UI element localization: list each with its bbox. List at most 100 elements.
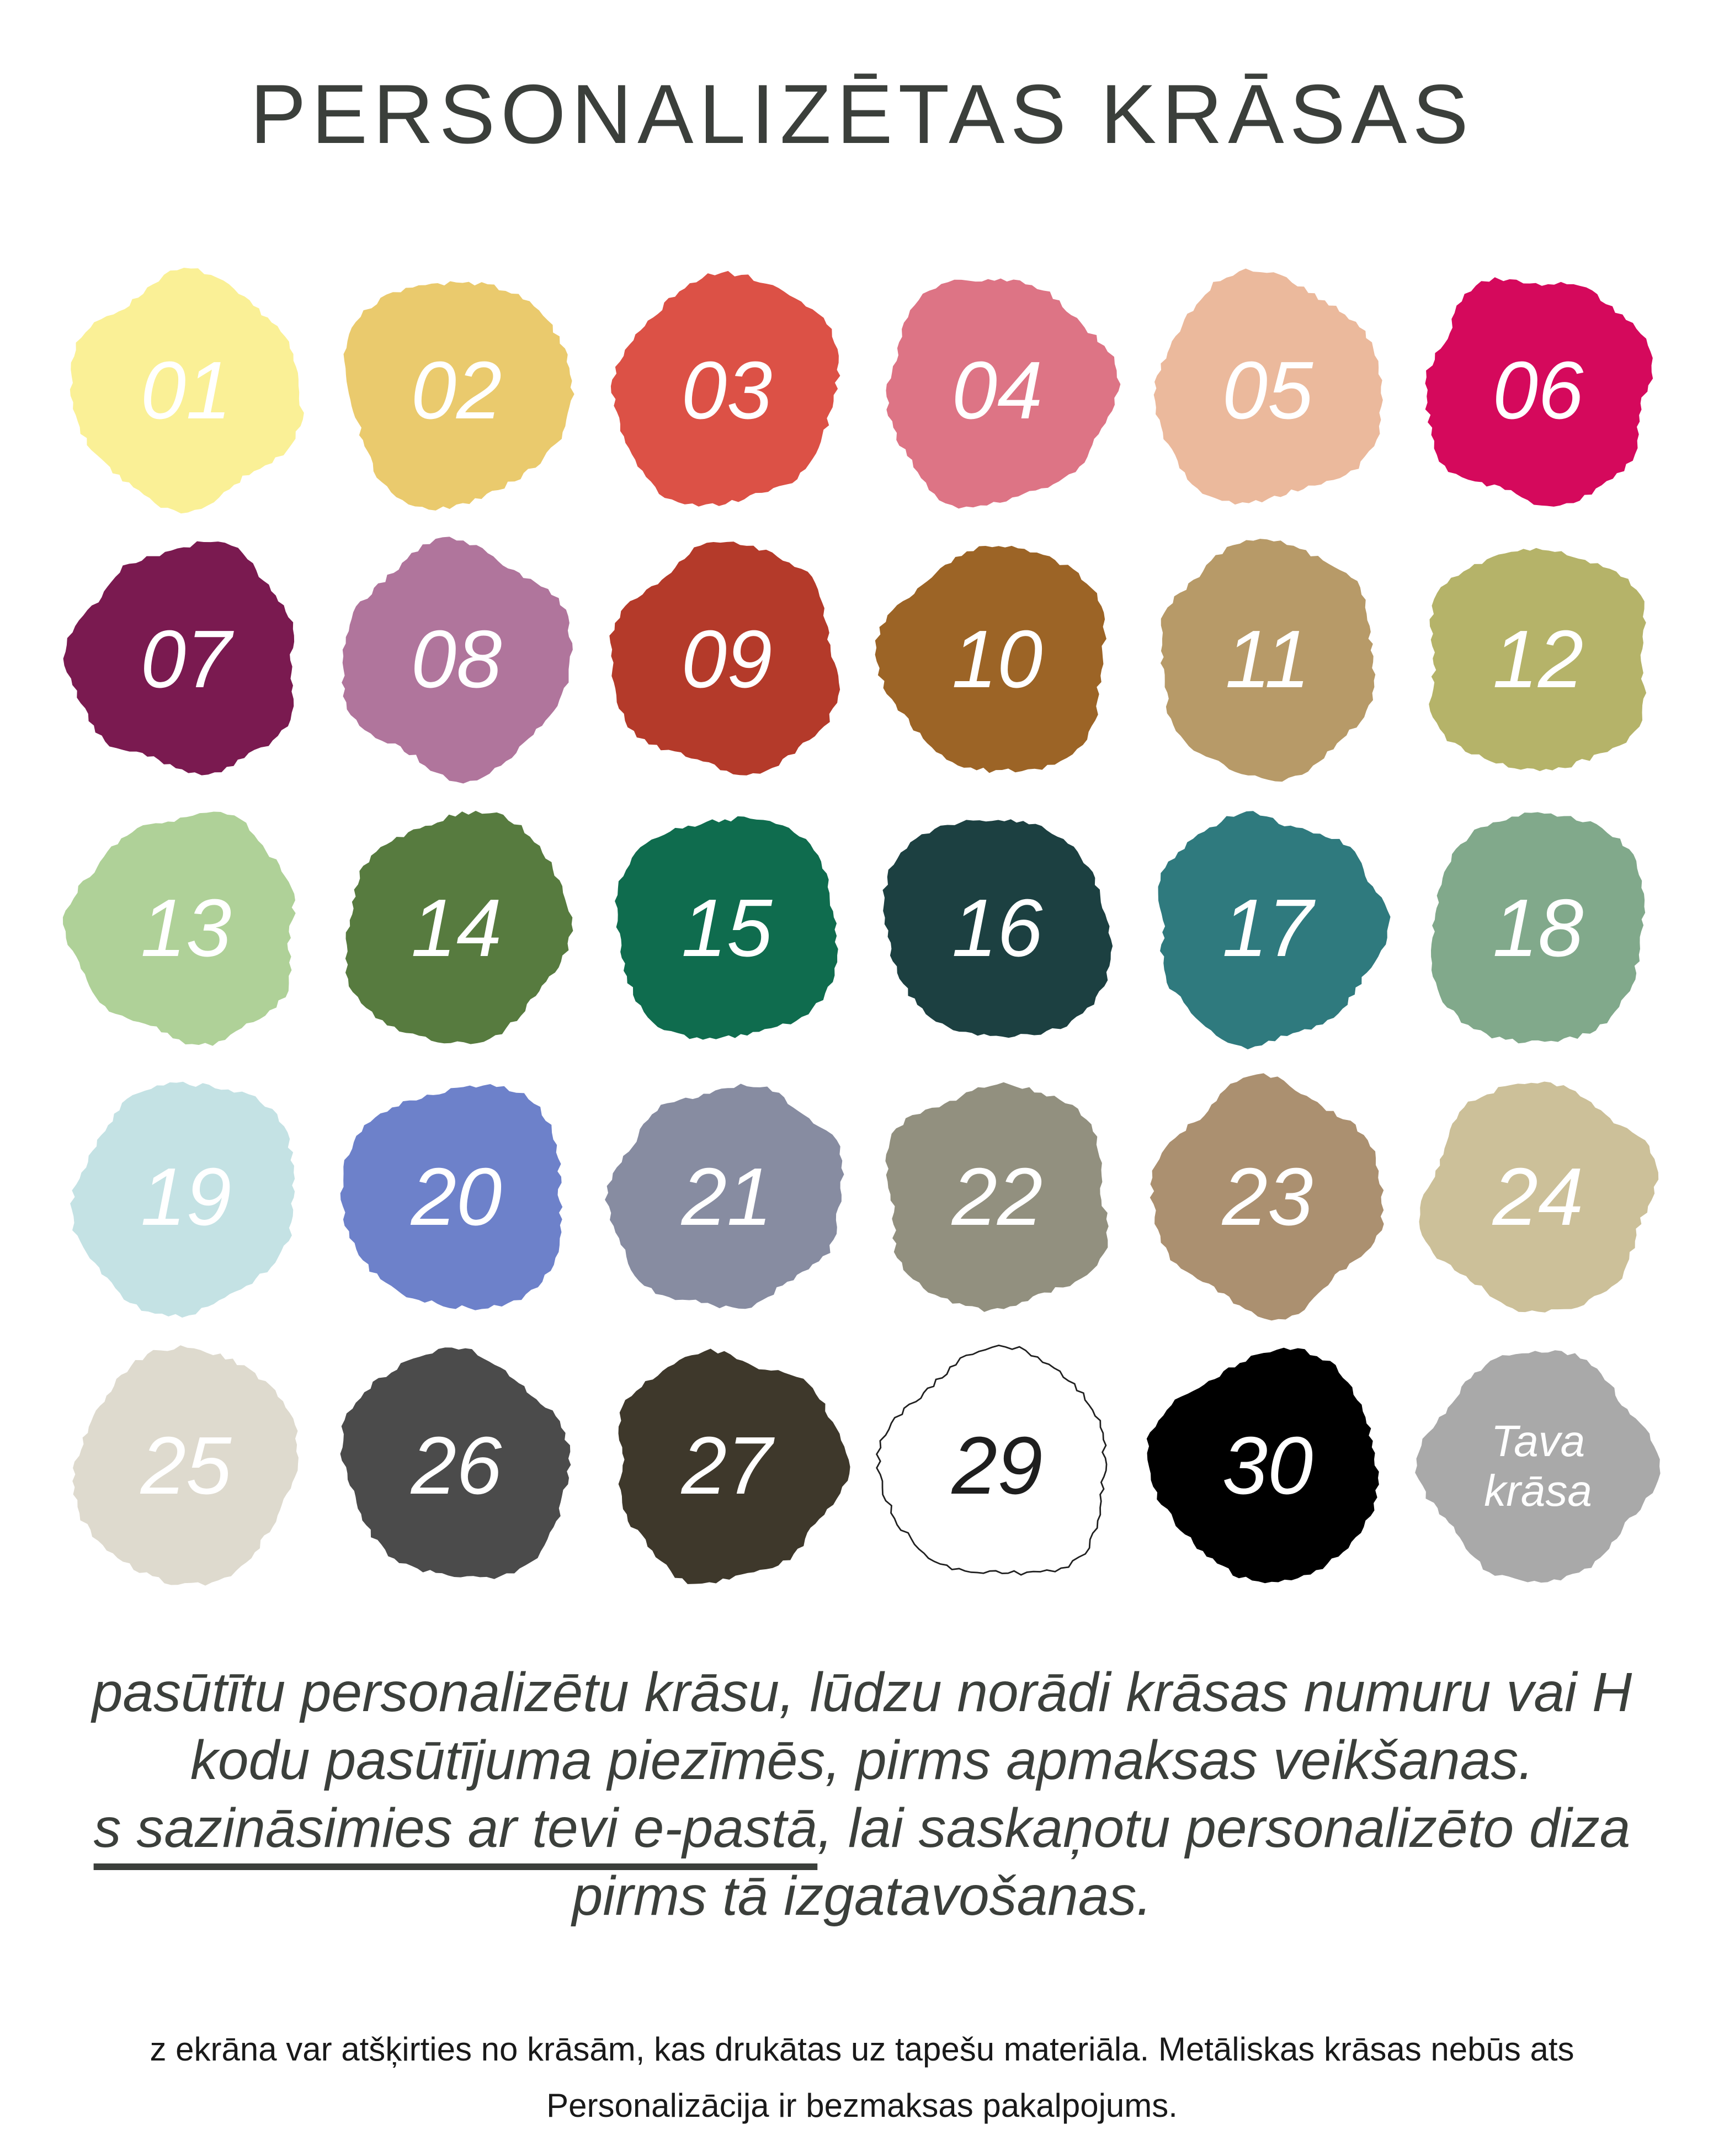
color-swatch-17: 17 [1141,801,1395,1055]
color-swatch-2: 02 [329,264,583,518]
disclaimer-line-1: z ekrāna var atšķirties no krāsām, kas d… [150,2031,1574,2068]
paint-blob [1153,268,1383,505]
swatch-label: 20 [411,1151,502,1243]
swatch-label: 05 [1222,345,1313,437]
color-swatch-18: 18 [1411,801,1665,1055]
color-swatch-13: 13 [59,801,313,1055]
swatch-label: 21 [681,1151,773,1243]
paint-blob [605,1084,844,1309]
color-swatch-21: 21 [600,1070,854,1324]
paint-blob [886,278,1121,509]
paint-blob [615,816,838,1040]
paint-blob [875,545,1106,773]
paint-blob [343,281,574,511]
paint-blob [1158,811,1391,1050]
swatch-label: 04 [951,345,1043,437]
paragraph-line-4: pirms tā izgatavošanas. [572,1865,1152,1927]
swatch-label: 18 [1492,883,1584,974]
swatch-label: 07 [140,614,232,705]
paragraph-line-3: s sazināsimies ar tevi e-pastā, lai sask… [92,1794,1632,1862]
paint-blob [70,268,304,514]
color-swatch-5: 05 [1141,264,1395,518]
color-swatch-4: 04 [870,264,1124,518]
color-swatch-20: 20 [329,1070,583,1324]
swatch-label: 06 [1492,345,1584,437]
paint-blob [1146,1347,1379,1584]
swatch-label: 16 [951,883,1043,974]
color-swatch-12: 12 [1411,533,1665,787]
color-swatch-26: 26 [329,1339,583,1593]
swatch-label: 22 [951,1151,1043,1243]
paragraph-line-1: pasūtītu personalizētu krāsu, lūdzu norā… [92,1661,1632,1723]
paint-blob [1429,548,1647,771]
swatch-label: 11 [1225,614,1310,705]
paint-blob [875,1344,1108,1576]
color-swatch-22: 22 [870,1070,1124,1324]
paint-blob [345,810,573,1044]
paint-blob [882,819,1113,1038]
paint-blob [1150,1073,1384,1321]
email-contact-underlined-text: s sazināsimies ar tevi e-pastā [93,1797,818,1859]
swatch-label: Tava krāsa [1484,1416,1592,1515]
color-swatch-24: 24 [1411,1070,1665,1324]
swatch-label: 03 [681,345,773,437]
color-swatch-15: 15 [600,801,854,1055]
swatch-label: 23 [1222,1151,1313,1243]
color-swatch-25: 25 [59,1339,313,1593]
paint-blob [72,1345,299,1586]
swatch-label: 01 [140,345,232,437]
color-swatch-23: 23 [1141,1070,1395,1324]
paint-blob [70,1081,295,1318]
color-swatch-27: 27 [600,1339,854,1593]
swatch-label: 15 [681,883,773,974]
swatch-label: 27 [681,1420,773,1512]
paint-blob [63,541,295,776]
paint-blob [1415,1350,1661,1583]
color-swatch-9: 09 [600,533,854,787]
paint-blob [340,1084,563,1310]
paint-blob [1431,812,1646,1044]
disclaimer-line-2: Personalizācija ir bezmaksas pakalpojums… [546,2087,1178,2124]
swatch-label: 30 [1222,1420,1313,1512]
color-swatch-7: 07 [59,533,313,787]
paint-blob [618,1348,850,1584]
paint-blob [1419,1081,1659,1313]
color-swatch-6: 06 [1411,264,1665,518]
color-swatch-28: 29 [870,1339,1124,1593]
color-swatch-11: 11 [1141,533,1395,787]
paint-blob [1160,539,1376,782]
color-swatch-29: 30 [1141,1339,1395,1593]
color-swatch-8: 08 [329,533,583,787]
paint-blob [62,811,296,1046]
paint-blob [885,1082,1109,1312]
order-instructions: pasūtītu personalizētu krāsu, lūdzu norā… [92,1659,1632,1930]
swatch-label: 10 [951,614,1043,705]
disclaimer: z ekrāna var atšķirties no krāsām, kas d… [150,2021,1574,2134]
swatch-label: 26 [411,1420,502,1512]
swatch-label: 17 [1222,883,1313,974]
swatch-label: 13 [140,883,232,974]
page-title: PERSONALIZĒTAS KRĀSAS [250,67,1474,161]
color-swatch-3: 03 [600,264,854,518]
swatch-label: 02 [411,345,502,437]
paint-blob [342,537,573,784]
paint-blob [609,541,840,776]
color-swatch-grid: 01 02 03 04 05 06 07 08 09 10 11 12 13 14 15 16 17 18 19 20… [59,264,1665,1593]
color-swatch-1: 01 [59,264,313,518]
paint-blob [1425,277,1653,507]
swatch-label: 24 [1492,1151,1584,1243]
swatch-label: 14 [411,883,502,974]
swatch-label: 08 [411,614,502,705]
paint-blob [340,1347,571,1579]
swatch-label: 29 [951,1420,1043,1512]
paragraph-line-3-rest: , lai saskaņotu personalizēto diza [817,1797,1631,1859]
color-swatch-14: 14 [329,801,583,1055]
color-swatch-16: 16 [870,801,1124,1055]
paragraph-line-2: kodu pasūtījuma piezīmēs, pirms apmaksas… [190,1729,1534,1791]
color-swatch-30: Tava krāsa [1411,1339,1665,1593]
paint-blob [610,270,840,507]
color-swatch-10: 10 [870,533,1124,787]
swatch-label: 25 [140,1420,232,1512]
color-swatch-19: 19 [59,1070,313,1324]
swatch-label: 19 [140,1151,232,1243]
